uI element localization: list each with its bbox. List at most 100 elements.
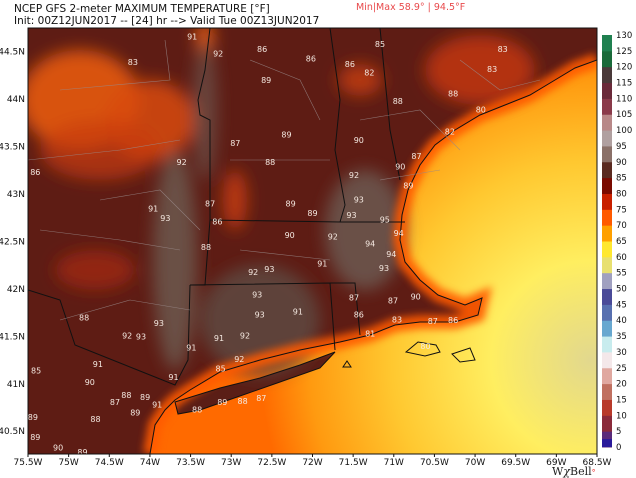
station-value: 91 <box>93 360 103 369</box>
station-value: 89 <box>281 130 291 139</box>
station-value: 95 <box>380 216 390 225</box>
colorbar-tick-label: 65 <box>616 237 627 247</box>
minmax-readout: Min|Max 58.9° | 94.5°F <box>356 2 466 13</box>
station-value: 89 <box>286 200 296 209</box>
station-value: 92 <box>328 233 338 242</box>
station-value: 86 <box>306 54 316 63</box>
colorbar-tick-label: 45 <box>616 300 627 310</box>
colorbar-segment <box>602 177 612 194</box>
colorbar-segment <box>602 288 612 305</box>
colorbar-tick-label: 60 <box>616 253 627 263</box>
lon-tick-label: 72.5W <box>257 458 286 468</box>
station-value: 86 <box>212 218 222 227</box>
colorbar-segment <box>602 241 612 258</box>
lon-tick-label: 73W <box>221 458 241 468</box>
station-value-labels: 91 92 83 86 86 89 89 87 88 92 86 91 93 87 86 89 89 90 85 86… <box>28 33 508 457</box>
station-value: 88 <box>192 405 202 414</box>
station-value: 92 <box>349 171 359 180</box>
station-value: 91 <box>186 344 196 353</box>
colorbar-tick-label: 85 <box>616 174 627 184</box>
station-value: 89 <box>30 433 40 442</box>
station-value: 87 <box>205 200 215 209</box>
station-value: 89 <box>77 448 87 457</box>
colorbar-segment <box>602 320 612 337</box>
station-value: 91 <box>214 334 224 343</box>
lon-tick-label: 69.5W <box>501 458 530 468</box>
station-value: 93 <box>154 319 164 328</box>
station-value: 88 <box>448 90 458 99</box>
station-value: 87 <box>388 296 398 305</box>
colorbar-tick-label: 55 <box>616 269 627 279</box>
colorbar-segment <box>602 50 612 68</box>
colorbar-tick-label: 110 <box>616 94 632 104</box>
station-value: 92 <box>248 268 258 277</box>
station-value: 82 <box>445 127 455 136</box>
lon-tick-label: 70W <box>465 458 485 468</box>
lon-tick-label: 71.5W <box>339 458 368 468</box>
lat-tick-label: 42.5N <box>0 237 25 247</box>
temperature-shading <box>28 28 535 375</box>
station-value: 89 <box>217 398 227 407</box>
station-value: 85 <box>216 365 226 374</box>
station-value: 86 <box>30 168 40 177</box>
station-value: 88 <box>79 313 89 322</box>
colorbar-tick-label: 40 <box>616 316 627 326</box>
station-value: 90 <box>285 231 295 240</box>
colorbar-tick-label: 10 <box>616 411 627 421</box>
colorbar-segment <box>602 82 612 99</box>
colorbar: 0 5 10 15 20 25 30 35 40 45 50 55 60 65 70 75 80 85 90 95 10… <box>602 31 632 453</box>
station-value: 86 <box>448 316 458 325</box>
colorbar-tick-label: 70 <box>616 221 627 231</box>
station-value: 87 <box>411 152 421 161</box>
station-value: 92 <box>213 50 223 59</box>
station-value: 87 <box>256 394 266 403</box>
station-value: 81 <box>365 330 375 339</box>
lon-tick-label: 71W <box>384 458 404 468</box>
colorbar-segment <box>602 225 612 242</box>
county-borders <box>28 39 541 321</box>
colorbar-tick-label: 30 <box>616 348 627 358</box>
colorbar-segment <box>602 130 612 147</box>
colorbar-tick-label: 120 <box>616 63 632 73</box>
station-value: 80 <box>420 342 430 351</box>
station-value: 93 <box>346 211 356 220</box>
colorbar-tick-label: 35 <box>616 332 627 342</box>
longitude-axis: 75.5W 75W 74.5W 74W 73.5W 73W 72.5W 72W 71.5W 71W… <box>14 454 612 468</box>
station-value: 92 <box>122 331 132 340</box>
station-value: 80 <box>476 106 486 115</box>
station-value: 87 <box>110 398 120 407</box>
lon-tick-label: 75.5W <box>14 458 43 468</box>
colorbar-segment <box>602 35 612 52</box>
colorbar-tick-label: 115 <box>616 79 632 89</box>
lat-tick-label: 44.5N <box>0 48 25 58</box>
lat-tick-label: 43N <box>7 190 25 200</box>
station-value: 86 <box>345 60 355 69</box>
latitude-axis: 44.5N 44N 43.5N 43N 42.5N 42N 41.5N 41N 40.5N <box>0 48 25 438</box>
colorbar-segment <box>602 161 612 179</box>
station-value: 88 <box>201 243 211 252</box>
lon-tick-label: 69W <box>546 458 566 468</box>
wxbell-logo: WχBell° <box>552 465 596 478</box>
colorbar-segment <box>602 367 612 385</box>
lon-tick-label: 68.5W <box>583 458 612 468</box>
station-value: 92 <box>240 331 250 340</box>
station-value: 91 <box>187 33 197 42</box>
station-value: 82 <box>364 69 374 78</box>
station-value: 93 <box>354 196 364 205</box>
lon-tick-label: 73.5W <box>176 458 205 468</box>
colorbar-segment <box>602 193 612 210</box>
station-value: 91 <box>168 373 178 382</box>
title-line: NCEP GFS 2-meter MAXIMUM TEMPERATURE [°F… <box>14 3 270 15</box>
station-value: 83 <box>392 315 402 324</box>
colorbar-tick-label: 90 <box>616 158 627 168</box>
station-value: 90 <box>395 163 405 172</box>
lon-tick-label: 75W <box>58 458 78 468</box>
lat-tick-label: 43.5N <box>0 143 25 153</box>
lon-tick-label: 70.5W <box>420 458 449 468</box>
station-value: 90 <box>53 443 63 452</box>
colorbar-segment <box>602 256 612 274</box>
station-value: 92 <box>177 158 187 167</box>
lat-tick-label: 41N <box>7 380 25 390</box>
station-value: 88 <box>238 397 248 406</box>
lon-tick-label: 74W <box>140 458 160 468</box>
